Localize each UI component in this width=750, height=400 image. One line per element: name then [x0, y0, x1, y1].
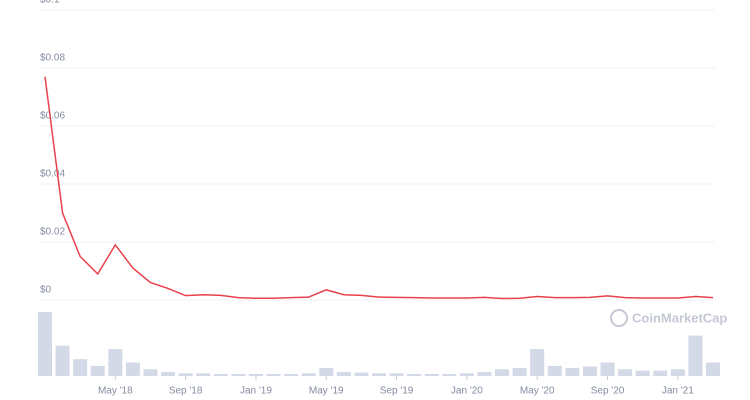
volume-bar — [319, 367, 334, 376]
x-tick-label: Sep '18 — [169, 386, 203, 397]
volume-bar — [547, 365, 562, 376]
volume-bar — [125, 362, 140, 376]
volume-bar — [424, 373, 439, 376]
volume-bar — [618, 369, 633, 376]
volume-bar — [161, 371, 176, 376]
watermark-logo — [610, 309, 628, 327]
y-tick-label: $0.1 — [40, 0, 60, 6]
volume-bar — [477, 371, 492, 376]
x-tick-label: Jan '21 — [662, 386, 694, 397]
x-tick-label: May '20 — [520, 386, 555, 397]
volume-bar — [442, 373, 457, 376]
x-tick-label: Sep '20 — [591, 386, 625, 397]
volume-bar — [407, 373, 422, 376]
volume-bar — [266, 373, 281, 376]
x-tick-label: Jan '19 — [240, 386, 272, 397]
watermark: CoinMarketCap — [610, 309, 727, 327]
watermark-text: CoinMarketCap — [632, 310, 727, 325]
volume-bar — [600, 362, 615, 376]
x-tick-label: Jan '20 — [451, 386, 483, 397]
volume-bar — [354, 372, 369, 376]
volume-bar — [248, 373, 263, 376]
volume-bar — [459, 373, 474, 376]
volume-bar — [213, 373, 228, 376]
volume-bar — [512, 367, 527, 376]
volume-bar — [231, 373, 246, 376]
volume-bar — [284, 373, 299, 376]
x-tick-label: May '19 — [309, 386, 344, 397]
y-tick-label: $0 — [40, 285, 52, 296]
plot: $0 $0.02 $0.04 $0.06 $0.08 $0.1 May '18 Sep '18… — [38, 0, 720, 397]
volume-bar — [495, 369, 510, 376]
y-tick-label: $0.04 — [40, 169, 65, 180]
volume-bar — [372, 373, 386, 376]
volume-bar — [565, 367, 580, 376]
volume-bar — [635, 370, 650, 376]
x-tick-label: Sep '19 — [380, 386, 414, 397]
volume-bar — [55, 345, 70, 376]
x-tick-label: May '18 — [98, 386, 133, 397]
volume-bar — [90, 365, 105, 376]
volume-bar — [653, 370, 668, 376]
price-line — [44, 76, 714, 300]
volume-bar — [582, 366, 597, 376]
volume-bar — [336, 371, 351, 376]
volume-bar — [73, 359, 88, 376]
volume-bar — [38, 312, 52, 376]
volume-bar — [706, 362, 720, 376]
volume-bar — [178, 373, 193, 376]
y-tick-label: $0.08 — [40, 53, 65, 64]
volume-bar — [530, 349, 545, 376]
volume-bar — [670, 369, 685, 376]
volume-bar — [196, 373, 211, 376]
y-tick-label: $0.06 — [40, 111, 65, 122]
volume-bar — [143, 369, 158, 376]
volume-bar — [108, 349, 123, 376]
y-tick-label: $0.02 — [40, 227, 65, 238]
volume-bar — [389, 373, 404, 376]
volume-bar — [301, 373, 316, 376]
volume-bar — [688, 335, 703, 376]
